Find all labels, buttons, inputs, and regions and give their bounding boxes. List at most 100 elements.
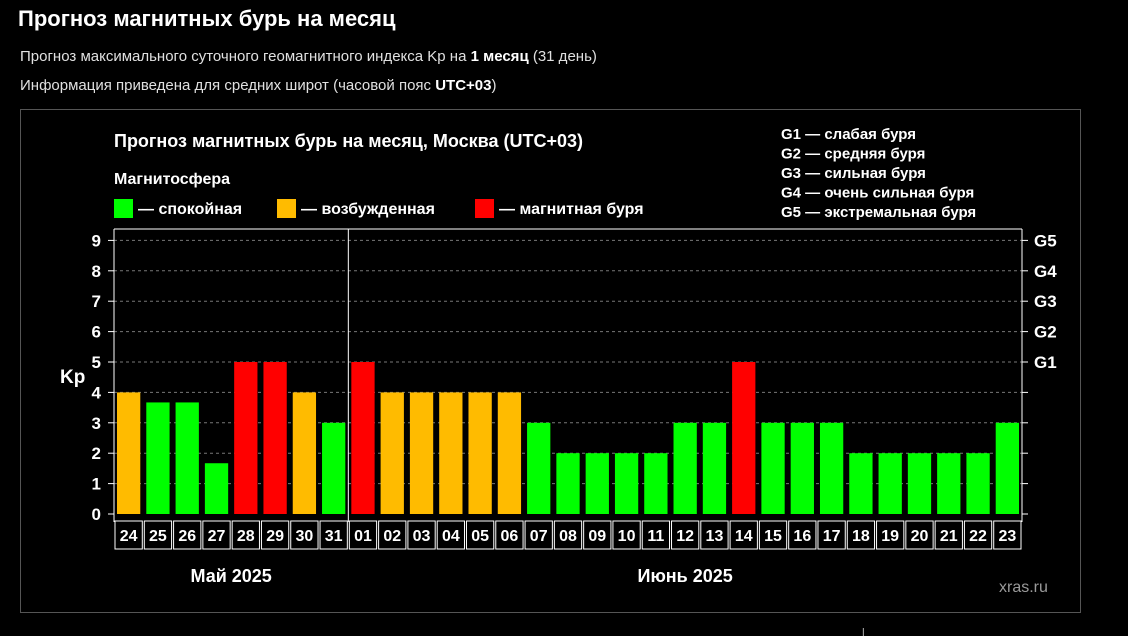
month-label: Май 2025 [190,566,271,586]
y-tick-label: 6 [92,323,101,342]
legend-title: Магнитосфера [114,171,230,188]
y-axis-label: Kp [60,367,85,388]
bar [351,362,375,514]
x-tick-label: 15 [764,528,782,545]
x-tick-label: 21 [940,528,958,545]
bar [527,422,551,514]
bar [322,422,346,514]
x-tick-label: 06 [501,528,519,545]
bar [263,362,287,514]
bar [439,392,463,514]
bar [790,422,814,514]
day-cell [934,520,963,550]
x-tick-label: 22 [969,528,987,545]
x-tick-label: 02 [383,528,401,545]
bar [585,453,609,514]
day-cell [993,520,1022,550]
bar [204,463,229,514]
g-level-label: G2 [1034,323,1057,342]
bar [761,422,785,514]
y-tick-label: 5 [92,353,101,372]
chart-title: Прогноз магнитных бурь на месяц, Москва … [114,131,583,151]
y-tick-label: 1 [92,475,101,494]
bar [234,362,258,514]
bar [966,453,990,514]
day-cell [495,520,524,550]
day-cell [348,520,378,550]
page-title: Прогноз магнитных бурь на месяц [18,6,396,31]
y-tick-label: 7 [92,292,101,311]
bar [614,453,639,514]
bar [146,402,170,514]
x-tick-label: 13 [706,528,724,545]
month-label: Июнь 2025 [638,566,733,586]
bar [409,392,434,514]
x-tick-label: 17 [823,528,841,545]
x-tick-label: 20 [911,528,929,545]
bar [907,453,932,514]
g-level-label: G3 [1034,292,1057,311]
x-tick-label: 18 [852,528,870,545]
bar [497,392,522,514]
day-cell [729,520,758,550]
storm-level-item: G1 — слабая буря [781,126,916,143]
day-cell [436,520,465,550]
legend-swatch [475,199,494,218]
y-tick-label: 0 [92,505,101,524]
storm-level-item: G2 — средняя буря [781,146,925,163]
x-tick-label: 24 [120,528,138,545]
x-tick-label: 07 [530,528,548,545]
bar [117,392,141,514]
watermark: xras.ru [999,579,1048,596]
bar [702,422,727,514]
g-level-label: G5 [1034,231,1057,250]
x-tick-label: 05 [471,528,489,545]
storm-level-item: G4 — очень сильная буря [781,185,974,202]
x-tick-label: 03 [413,528,431,545]
x-tick-label: 09 [588,528,606,545]
bar [380,392,404,514]
g-level-label: G1 [1034,353,1057,372]
day-cell [290,520,319,550]
bar [644,453,668,514]
bar [673,422,697,514]
day-cell [202,520,231,550]
x-tick-label: 08 [559,528,577,545]
bar [468,392,492,514]
x-tick-label: 23 [998,528,1016,545]
x-tick-label: 01 [354,528,372,545]
day-cell [817,520,846,550]
day-cell [758,520,788,550]
bar [995,422,1019,514]
day-cell [671,520,700,550]
x-tick-label: 04 [442,528,460,545]
edge-glyph: | [862,628,865,636]
day-cell [788,520,817,550]
g-level-label: G4 [1034,262,1057,281]
day-cell [465,520,495,550]
day-cell [231,520,260,550]
bar [849,453,873,514]
y-tick-label: 2 [92,444,101,463]
x-tick-label: 28 [237,528,255,545]
x-tick-label: 10 [618,528,636,545]
x-tick-label: 19 [881,528,899,545]
legend-label: — возбужденная [301,201,435,218]
bar [556,453,580,514]
bar [292,392,317,514]
y-tick-label: 8 [92,262,101,281]
x-tick-label: 31 [325,528,343,545]
day-cell [846,520,876,550]
x-tick-label: 26 [178,528,196,545]
legend-swatch [277,199,296,218]
legend-label: — магнитная буря [499,201,644,218]
bar [937,453,961,514]
day-cell [524,520,553,550]
day-cell [378,520,407,550]
bar [819,422,844,514]
day-cell [173,520,202,550]
x-tick-label: 16 [793,528,811,545]
y-tick-label: 4 [92,383,102,402]
